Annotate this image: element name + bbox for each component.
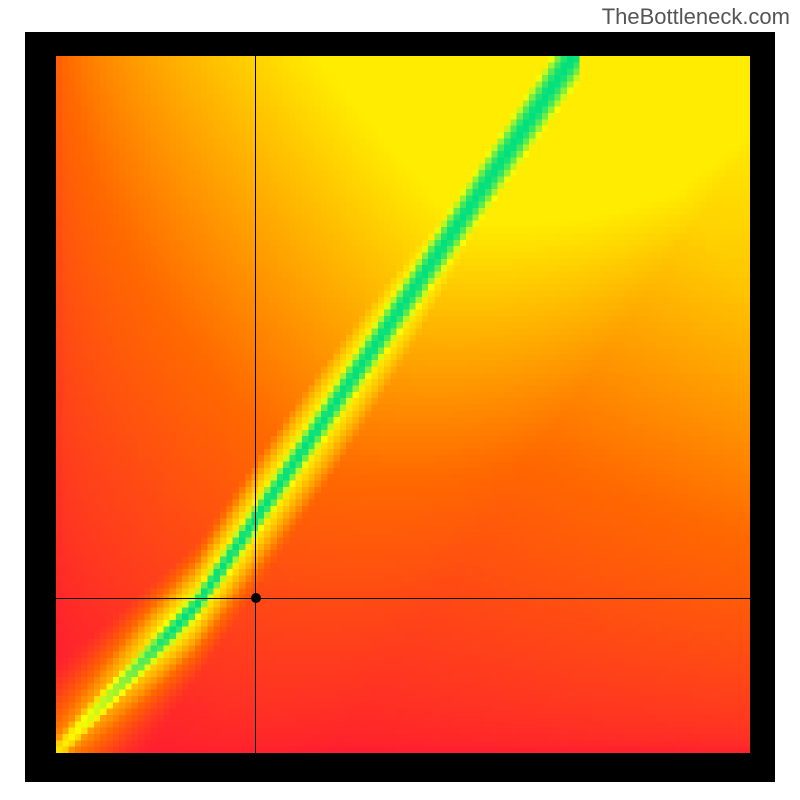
watermark-text: TheBottleneck.com [602,4,790,30]
plot-area [56,56,750,753]
crosshair-vertical [255,56,256,753]
crosshair-horizontal [56,598,750,599]
heatmap-canvas [56,56,750,753]
chart-container: TheBottleneck.com [0,0,800,800]
